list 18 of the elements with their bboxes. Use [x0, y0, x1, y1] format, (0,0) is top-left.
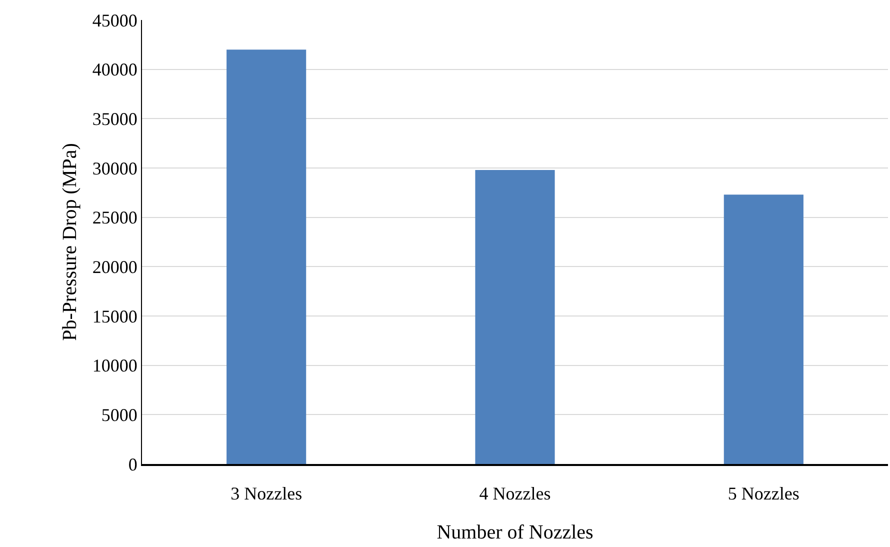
- x-tick-label: 3 Nozzles: [230, 483, 302, 504]
- bar: [475, 170, 555, 464]
- x-tick-label: 5 Nozzles: [728, 483, 800, 504]
- y-tick-label: 45000: [92, 10, 138, 30]
- y-tick-label: 5000: [101, 404, 138, 425]
- y-axis-title: Pb-Pressure Drop (MPa): [58, 143, 81, 341]
- y-tick-label: 25000: [92, 208, 138, 228]
- y-tick-label: 10000: [92, 356, 138, 376]
- bar: [724, 194, 804, 464]
- y-tick-label: 0: [128, 454, 138, 474]
- y-tick-label: 20000: [92, 256, 138, 277]
- y-tick-label: 35000: [92, 108, 138, 129]
- bar: [226, 50, 306, 464]
- y-tick-label: 40000: [92, 60, 138, 80]
- x-tick-label: 4 Nozzles: [479, 483, 551, 504]
- y-tick-label: 30000: [92, 158, 138, 178]
- x-axis-title: Number of Nozzles: [436, 521, 594, 544]
- y-tick-label: 15000: [92, 306, 138, 326]
